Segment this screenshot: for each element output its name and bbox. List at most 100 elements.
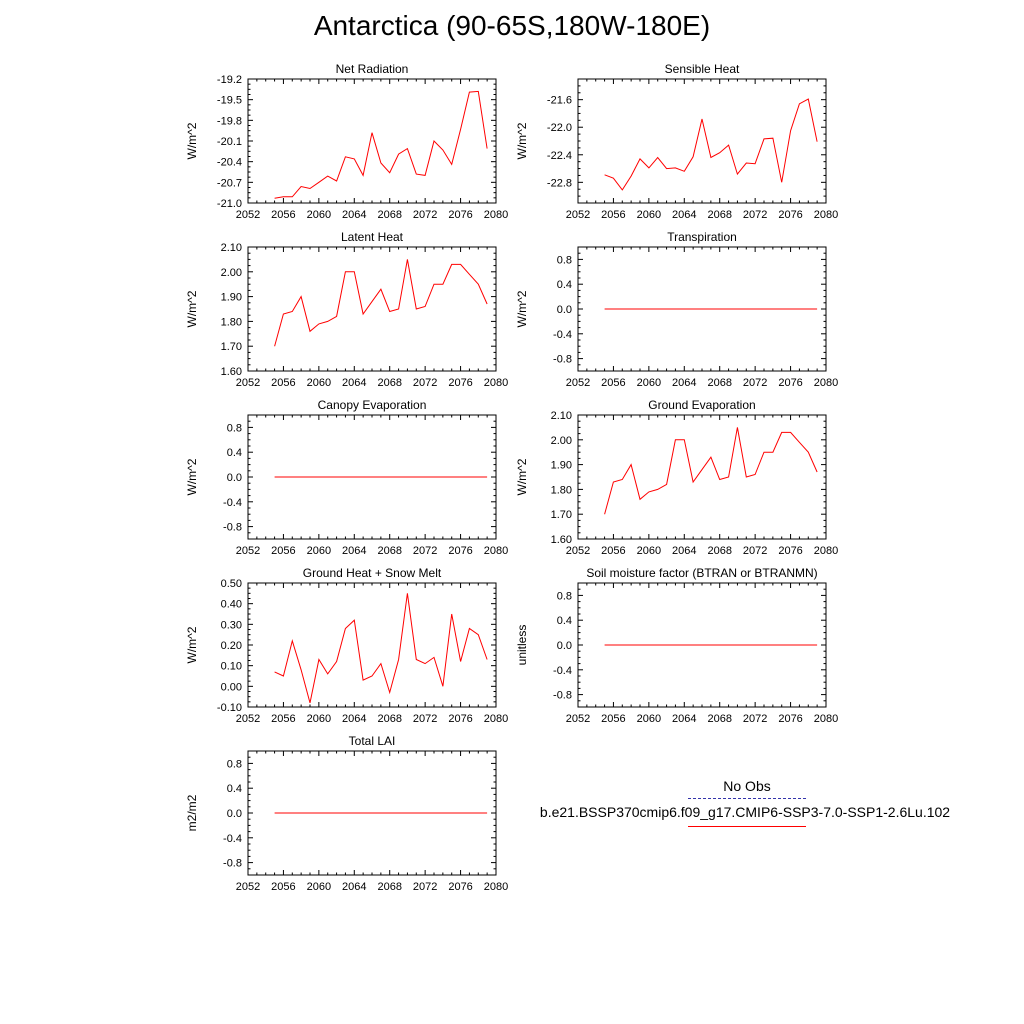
x-tick-label: 2072 <box>413 713 437 725</box>
x-tick-label: 2064 <box>342 713 366 725</box>
x-tick-label: 2056 <box>601 377 625 389</box>
y-axis-label: W/m^2 <box>185 290 199 327</box>
x-tick-label: 2080 <box>814 713 838 725</box>
panel-5: Canopy Evaporation W/m^2 2052 2056 2060 2064 2… <box>185 398 508 557</box>
y-tick-label: 0.8 <box>227 422 242 434</box>
panel-1: Net Radiation W/m^2 2052 2056 2060 2064 2068 20… <box>185 62 508 221</box>
x-tick-label: 2068 <box>377 209 401 221</box>
y-tick-label: -19.2 <box>217 74 242 86</box>
x-tick-label: 2064 <box>672 209 696 221</box>
x-tick-label: 2060 <box>637 209 661 221</box>
x-tick-label: 2052 <box>566 209 590 221</box>
panel-title: Latent Heat <box>341 230 404 244</box>
legend-entry-obs: No Obs <box>530 778 960 804</box>
panel-9: Total LAI m2/m2 2052 2056 2060 2064 2068 2072 20… <box>185 734 508 893</box>
x-tick-label: 2060 <box>637 713 661 725</box>
panel-frame <box>247 246 497 372</box>
panel-frame <box>247 582 497 708</box>
panel-title: Ground Evaporation <box>648 398 755 412</box>
x-tick-label: 2076 <box>448 377 472 389</box>
x-tick-label: 2080 <box>484 545 508 557</box>
x-tick-label: 2052 <box>236 377 260 389</box>
panel-title: Canopy Evaporation <box>318 398 427 412</box>
y-tick-label: 0.30 <box>221 619 242 631</box>
x-tick-label: 2068 <box>377 377 401 389</box>
figure-title: Antarctica (90-65S,180W-180E) <box>313 10 711 41</box>
y-tick-label: 2.00 <box>221 267 242 279</box>
y-tick-label: 0.0 <box>227 808 242 820</box>
panel-title: Ground Heat + Snow Melt <box>303 566 442 580</box>
y-tick-label: 0.4 <box>557 279 572 291</box>
x-tick-label: 2056 <box>271 209 295 221</box>
panel-title: Transpiration <box>667 230 737 244</box>
x-tick-label: 2072 <box>743 713 767 725</box>
x-tick-label: 2076 <box>448 545 472 557</box>
x-tick-label: 2052 <box>566 377 590 389</box>
x-tick-label: 2080 <box>814 377 838 389</box>
x-tick-label: 2072 <box>413 209 437 221</box>
x-tick-label: 2064 <box>342 377 366 389</box>
x-tick-label: 2056 <box>271 545 295 557</box>
panel-frame <box>247 78 497 204</box>
x-tick-label: 2076 <box>448 713 472 725</box>
y-tick-label: -21.6 <box>547 95 572 107</box>
x-tick-label: 2060 <box>637 377 661 389</box>
panel-frame <box>577 414 827 540</box>
y-tick-label: -20.1 <box>217 136 242 148</box>
x-tick-label: 2080 <box>484 713 508 725</box>
panel-3: Latent Heat W/m^2 2052 2056 2060 2064 2068 2072… <box>185 230 508 389</box>
x-tick-label: 2056 <box>271 881 295 893</box>
y-tick-label: 0.40 <box>221 599 242 611</box>
x-tick-label: 2080 <box>484 209 508 221</box>
x-tick-label: 2052 <box>566 713 590 725</box>
y-axis-label: unitless <box>515 625 529 666</box>
y-tick-label: 0.8 <box>557 254 572 266</box>
x-tick-label: 2064 <box>342 881 366 893</box>
x-tick-label: 2068 <box>377 881 401 893</box>
series-line-1 <box>604 427 818 515</box>
x-tick-label: 2060 <box>307 713 331 725</box>
y-tick-label: 2.00 <box>551 435 572 447</box>
x-tick-label: 2060 <box>307 545 331 557</box>
y-tick-label: -21.0 <box>217 198 242 210</box>
y-tick-label: 1.60 <box>221 366 242 378</box>
x-tick-label: 2080 <box>814 545 838 557</box>
x-tick-label: 2052 <box>566 545 590 557</box>
panel-6: Ground Evaporation W/m^2 2052 2056 2060 2064 2… <box>515 398 838 557</box>
y-axis-label: W/m^2 <box>515 122 529 159</box>
x-tick-label: 2064 <box>342 545 366 557</box>
x-tick-label: 2080 <box>484 881 508 893</box>
y-tick-label: -0.4 <box>553 329 572 341</box>
x-tick-label: 2060 <box>307 209 331 221</box>
y-tick-label: -22.0 <box>547 122 572 134</box>
y-tick-label: -20.4 <box>217 157 242 169</box>
legend-obs-swatch <box>688 798 806 799</box>
y-tick-label: 1.80 <box>551 484 572 496</box>
x-tick-label: 2068 <box>707 209 731 221</box>
y-tick-label: 0.4 <box>557 615 572 627</box>
x-tick-label: 2072 <box>743 377 767 389</box>
panel-8: Soil moisture factor (BTRAN or BTRANMN) u… <box>515 566 838 725</box>
y-tick-label: -0.4 <box>553 665 572 677</box>
x-tick-label: 2052 <box>236 881 260 893</box>
panel-title: Total LAI <box>349 734 396 748</box>
y-axis-label: W/m^2 <box>185 626 199 663</box>
y-tick-label: 0.8 <box>227 758 242 770</box>
x-tick-label: 2076 <box>778 713 802 725</box>
x-tick-label: 2064 <box>672 377 696 389</box>
x-tick-label: 2068 <box>377 713 401 725</box>
x-tick-label: 2052 <box>236 545 260 557</box>
x-tick-label: 2072 <box>413 881 437 893</box>
x-tick-label: 2072 <box>413 545 437 557</box>
y-tick-label: 0.0 <box>557 304 572 316</box>
x-tick-label: 2076 <box>778 377 802 389</box>
x-tick-label: 2060 <box>637 545 661 557</box>
x-tick-label: 2076 <box>778 545 802 557</box>
series-line-1 <box>274 593 488 704</box>
y-tick-label: 1.90 <box>551 460 572 472</box>
y-tick-label: -22.4 <box>547 150 572 162</box>
panel-4: Transpiration W/m^2 2052 2056 2060 2064 2068 20… <box>515 230 838 389</box>
x-tick-label: 2052 <box>236 209 260 221</box>
y-axis-label: W/m^2 <box>185 458 199 495</box>
